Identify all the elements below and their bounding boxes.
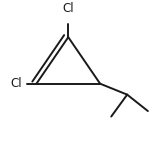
Text: Cl: Cl (11, 77, 22, 90)
Text: Cl: Cl (62, 2, 74, 15)
